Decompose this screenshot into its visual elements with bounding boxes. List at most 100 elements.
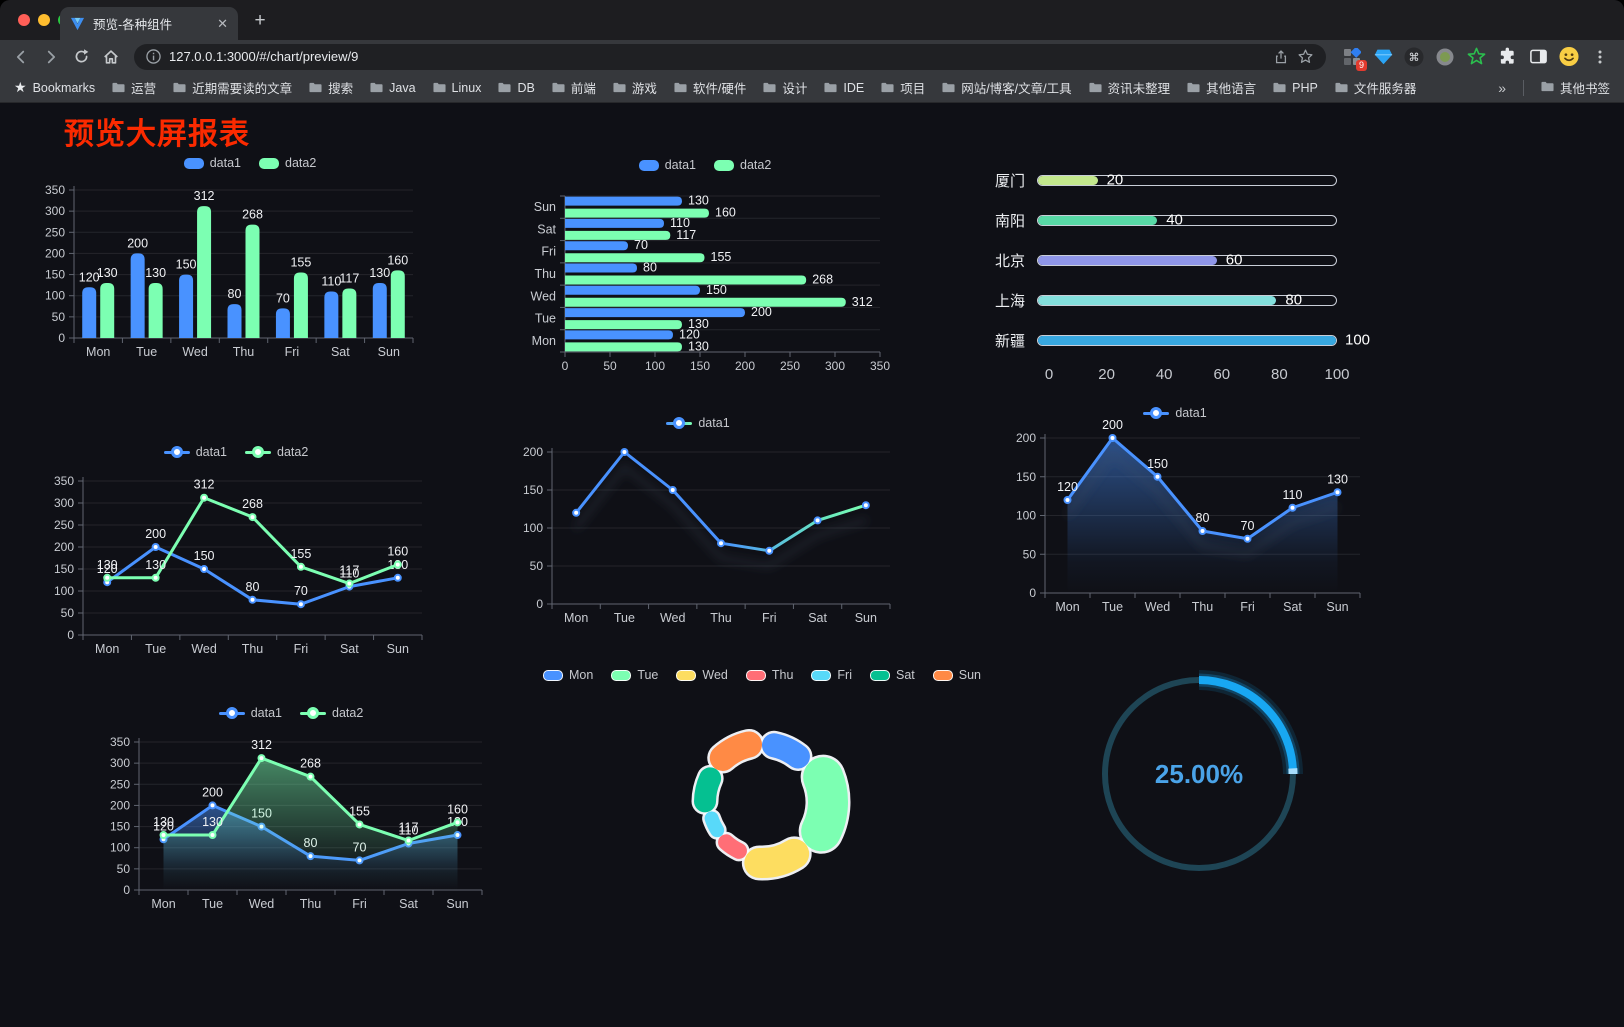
new-tab-button[interactable]: + xyxy=(254,10,266,31)
bookmark-folder-PHP[interactable]: PHP xyxy=(1273,81,1318,95)
pie-slice-Sun[interactable] xyxy=(709,731,762,771)
data-point-data1-Mon[interactable] xyxy=(572,508,581,517)
pie-slice-Sat[interactable] xyxy=(694,767,722,813)
bookmark-folder-Linux[interactable]: Linux xyxy=(433,81,481,95)
browser-tab[interactable]: 预览-各种组件 ✕ xyxy=(60,7,238,40)
double-area-line-chart[interactable]: data1 data2 0 50 100 150 200 250 300 350 Mon Tue Wed… xyxy=(95,700,487,915)
forward-icon[interactable] xyxy=(38,44,64,70)
bookmark-folder-项目[interactable]: 项目 xyxy=(881,78,925,97)
data-point-data2-Thu[interactable] xyxy=(248,513,257,522)
hbar-data1-Fri[interactable] xyxy=(565,241,628,251)
hbar-data1-Sun[interactable] xyxy=(565,196,682,206)
hbar-data1-Sat[interactable] xyxy=(565,218,664,228)
reload-icon[interactable] xyxy=(68,44,94,70)
bookmark-folder-搜索[interactable]: 搜索 xyxy=(309,78,353,97)
profile-avatar[interactable] xyxy=(1559,46,1579,67)
data-point-data2-Wed[interactable] xyxy=(200,493,209,502)
menu-kebab-icon[interactable] xyxy=(1590,47,1610,67)
legend-item-Fri[interactable]: Fri xyxy=(811,668,852,682)
progress-fill[interactable] xyxy=(1038,295,1277,305)
bar-data1-Fri[interactable] xyxy=(275,308,290,338)
data-point-data1-Fri[interactable] xyxy=(765,546,774,555)
data-point-data1-Thu[interactable] xyxy=(1198,527,1207,535)
bookmark-folder-其他语言[interactable]: 其他语言 xyxy=(1187,78,1256,97)
data-point-data1-Wed[interactable] xyxy=(1153,472,1162,481)
data-point-data1-Mon[interactable] xyxy=(1063,496,1072,504)
bar-data1-Tue[interactable] xyxy=(130,253,145,338)
gauge-progress-arc[interactable] xyxy=(1198,676,1297,775)
bar-data2-Sat[interactable] xyxy=(342,288,357,338)
line-chart-canvas[interactable]: 0 50 100 150 200 Mon Tue Wed Thu Fri Sat Sun 120 200 1… xyxy=(985,400,1365,614)
hbar-data2-Mon[interactable] xyxy=(565,342,682,352)
legend-item-Wed[interactable]: Wed xyxy=(676,668,728,682)
pie-slice-Fri[interactable] xyxy=(704,811,725,838)
legend-item-data1[interactable]: data1 xyxy=(163,445,227,459)
bar-data1-Thu[interactable] xyxy=(227,304,242,338)
legend-item-data1[interactable]: data1 xyxy=(183,156,241,170)
tab-close-icon[interactable]: ✕ xyxy=(217,16,228,31)
bookmarks-overflow-chevron[interactable]: » xyxy=(1498,79,1506,96)
bar-data1-Wed[interactable] xyxy=(179,274,194,338)
hbar-data2-Wed[interactable] xyxy=(565,297,846,307)
area-line-chart[interactable]: data1 0 50 100 150 200 Mon Tue Wed Thu Fri Sat Sun 12… xyxy=(985,400,1365,614)
bookmark-folder-设计[interactable]: 设计 xyxy=(763,78,807,97)
data-point-data2-Tue[interactable] xyxy=(151,573,160,582)
bookmark-folder-资讯未整理[interactable]: 资讯未整理 xyxy=(1089,78,1170,97)
progress-row-南阳[interactable]: 南阳 40 xyxy=(985,200,1357,240)
extension-gem-icon[interactable] xyxy=(1373,47,1393,67)
multi-line-chart[interactable]: data1 data2 0 50 100 150 200 250 300 350 Mon Tue Wed… xyxy=(45,438,427,656)
progress-fill[interactable] xyxy=(1038,255,1217,265)
data-point-data2-Wed[interactable] xyxy=(257,754,266,763)
data-point-data1-Fri[interactable] xyxy=(1243,534,1252,543)
hbar-data2-Sat[interactable] xyxy=(565,230,671,240)
legend-item-data2[interactable]: data2 xyxy=(300,706,363,720)
progress-row-厦门[interactable]: 厦门 20 xyxy=(985,160,1357,200)
progress-row-上海[interactable]: 上海 80 xyxy=(985,280,1357,320)
bar-data1-Sun[interactable] xyxy=(372,283,387,338)
bookmark-folder-Java[interactable]: Java xyxy=(370,81,416,95)
share-icon[interactable] xyxy=(1273,49,1289,65)
hbar-data1-Thu[interactable] xyxy=(565,263,637,273)
hbar-data1-Wed[interactable] xyxy=(565,285,700,295)
home-icon[interactable] xyxy=(98,44,124,70)
progress-fill[interactable] xyxy=(1038,175,1098,185)
hbar-data2-Sun[interactable] xyxy=(565,208,709,218)
hbar-data2-Tue[interactable] xyxy=(565,320,682,330)
bar-data2-Thu[interactable] xyxy=(245,224,260,338)
data-point-data2-Sat[interactable] xyxy=(345,579,354,588)
data-point-data1-Thu[interactable] xyxy=(717,539,725,548)
bar-chart-canvas[interactable]: 0 50 100 150 200 250 300 350 Mon Tue Wed Thu Fri Sat S… xyxy=(40,150,460,362)
legend-item-Mon[interactable]: Mon xyxy=(542,668,593,682)
data-point-data1-Wed[interactable] xyxy=(200,565,209,573)
bookmark-folder-DB[interactable]: DB xyxy=(498,81,535,95)
bookmark-folder-IDE[interactable]: IDE xyxy=(824,81,864,95)
legend-item-data1[interactable]: data1 xyxy=(638,158,696,172)
side-panel-icon[interactable] xyxy=(1528,47,1548,67)
close-window-button[interactable] xyxy=(18,14,30,26)
progress-row-新疆[interactable]: 新疆 100 xyxy=(985,320,1370,360)
data-point-data2-Sun[interactable] xyxy=(393,560,402,569)
line-chart-canvas[interactable]: 0 50 100 150 200 Mon Tue Wed Thu Fri Sat Sun xyxy=(500,405,896,625)
data-point-data2-Sun[interactable] xyxy=(453,818,462,827)
bar-data1-Sat[interactable] xyxy=(324,291,339,338)
bookmark-folder-游戏[interactable]: 游戏 xyxy=(613,78,657,97)
extension-grid-icon[interactable]: 9 xyxy=(1342,47,1367,71)
bar-data1-Mon[interactable] xyxy=(82,287,97,338)
data-point-data1-Tue[interactable] xyxy=(208,801,217,810)
hbar-data2-Thu[interactable] xyxy=(565,275,807,285)
pie-slice-Tue[interactable] xyxy=(801,757,848,852)
data-point-data1-Sat[interactable] xyxy=(813,516,822,525)
hbar-data2-Fri[interactable] xyxy=(565,253,705,263)
gauge-canvas[interactable]: 25.00% xyxy=(1099,670,1303,874)
legend-item-data2[interactable]: data2 xyxy=(259,156,316,170)
progress-gauge-chart[interactable]: 25.00% xyxy=(1099,670,1303,874)
gradient-line-chart[interactable]: data1 0 50 100 150 200 Mon Tue Wed Thu Fri Sat Sun xyxy=(500,405,896,625)
data-point-data1-Sun[interactable] xyxy=(861,501,870,510)
data-point-data2-Tue[interactable] xyxy=(208,831,217,840)
legend-item-Sun[interactable]: Sun xyxy=(932,668,981,682)
progress-fill[interactable] xyxy=(1038,215,1158,225)
rose-pie-chart[interactable]: Mon Tue Wed Thu Fri Sat Sun xyxy=(542,660,981,900)
data-point-data1-Tue[interactable] xyxy=(620,448,629,456)
data-point-data1-Wed[interactable] xyxy=(668,486,677,494)
